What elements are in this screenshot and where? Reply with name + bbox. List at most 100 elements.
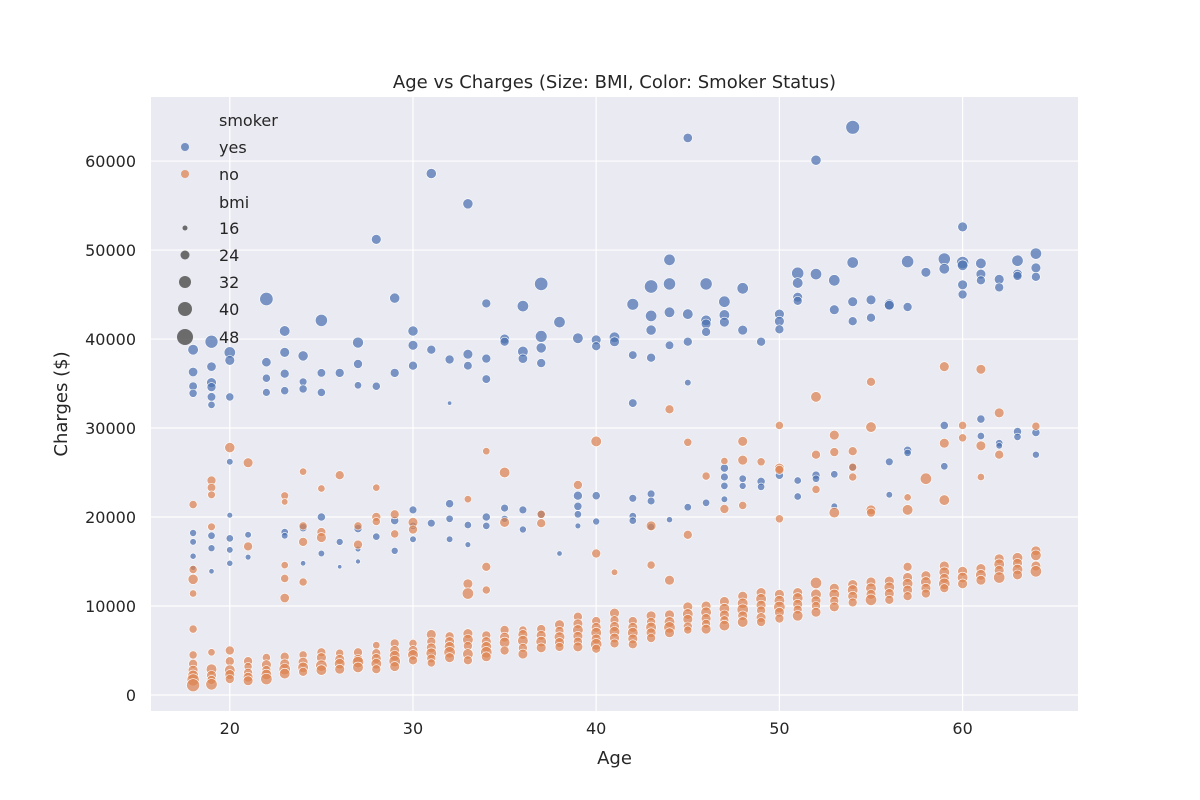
point-no [994, 449, 1005, 460]
point-no [718, 619, 731, 632]
point-no [720, 456, 729, 465]
point-yes [702, 498, 711, 507]
point-yes [316, 387, 326, 397]
point-no [774, 613, 785, 624]
point-no [186, 678, 200, 693]
point-no [901, 504, 914, 516]
point-yes [463, 361, 473, 371]
point-no [829, 447, 840, 457]
point-no [884, 594, 895, 605]
legend-marker-yes [181, 143, 189, 151]
point-yes [261, 373, 271, 383]
legend-size-marker-40 [178, 302, 192, 316]
point-yes [592, 517, 601, 526]
point-yes [682, 308, 694, 320]
point-no [811, 484, 821, 494]
point-no [188, 500, 198, 509]
point-yes [262, 388, 271, 397]
point-yes [845, 120, 860, 135]
point-yes [335, 538, 344, 546]
point-yes [591, 341, 602, 352]
point-no [188, 650, 198, 660]
point-no [866, 376, 876, 387]
point-yes [316, 512, 326, 522]
point-no [775, 514, 784, 524]
y-tick-labels: 0 10000 20000 30000 40000 50000 60000 [85, 152, 136, 705]
point-yes [225, 392, 235, 402]
point-no [939, 583, 950, 594]
point-no [353, 539, 363, 550]
point-yes [957, 279, 968, 290]
y-tick-label: 20000 [85, 508, 136, 527]
point-yes [938, 263, 950, 275]
legend-size-label-16: 16 [219, 219, 239, 238]
point-no [975, 440, 987, 451]
point-no [993, 571, 1006, 584]
point-no [207, 490, 216, 499]
point-no [958, 420, 967, 430]
point-no [499, 645, 510, 656]
point-yes [976, 414, 986, 424]
point-no [462, 578, 474, 589]
point-yes [259, 291, 274, 306]
point-yes [226, 458, 234, 466]
point-yes [300, 560, 307, 567]
point-no [444, 652, 455, 663]
point-yes [901, 255, 914, 268]
point-yes [189, 529, 197, 537]
point-no [298, 537, 308, 547]
point-yes [408, 505, 418, 515]
point-yes [885, 491, 893, 499]
point-no [738, 500, 748, 510]
legend-label-yes: yes [219, 138, 247, 157]
point-no [481, 651, 492, 662]
point-yes [207, 531, 216, 540]
point-yes [628, 494, 637, 503]
point-yes [903, 448, 912, 457]
point-no [188, 624, 198, 634]
point-yes [352, 336, 364, 349]
point-no [298, 577, 308, 587]
point-no [847, 597, 858, 608]
point-yes [1029, 247, 1042, 260]
y-tick-label: 60000 [85, 152, 136, 171]
point-yes [224, 355, 236, 366]
point-no [1012, 569, 1023, 581]
point-yes [445, 499, 454, 509]
point-yes [628, 516, 637, 525]
point-yes [736, 282, 749, 295]
point-no [280, 561, 289, 570]
legend-size-marker-48 [177, 329, 193, 345]
point-yes [226, 511, 234, 519]
point-yes [792, 277, 804, 289]
point-yes [207, 400, 216, 409]
point-yes [720, 495, 729, 503]
point-yes [1011, 254, 1024, 267]
legend-marker-no [181, 170, 189, 178]
point-no [225, 645, 235, 656]
point-yes [226, 559, 234, 567]
point-yes [334, 368, 345, 378]
point-yes [407, 325, 419, 337]
point-yes [663, 253, 676, 266]
point-yes [1032, 450, 1040, 459]
point-no [463, 495, 472, 504]
point-no [993, 407, 1005, 419]
point-yes [208, 568, 215, 575]
point-no [903, 493, 912, 502]
point-yes [534, 276, 549, 291]
point-no [207, 648, 216, 657]
point-no [848, 462, 858, 472]
point-no [939, 361, 950, 372]
point-no [573, 480, 583, 490]
point-yes [226, 546, 234, 554]
point-no [536, 509, 546, 519]
point-yes [738, 474, 747, 483]
point-yes [976, 431, 985, 440]
point-yes [337, 564, 343, 570]
data-points [186, 120, 1042, 693]
point-no [609, 638, 620, 649]
point-yes [956, 259, 969, 271]
point-yes [830, 470, 839, 479]
point-no [829, 429, 840, 441]
